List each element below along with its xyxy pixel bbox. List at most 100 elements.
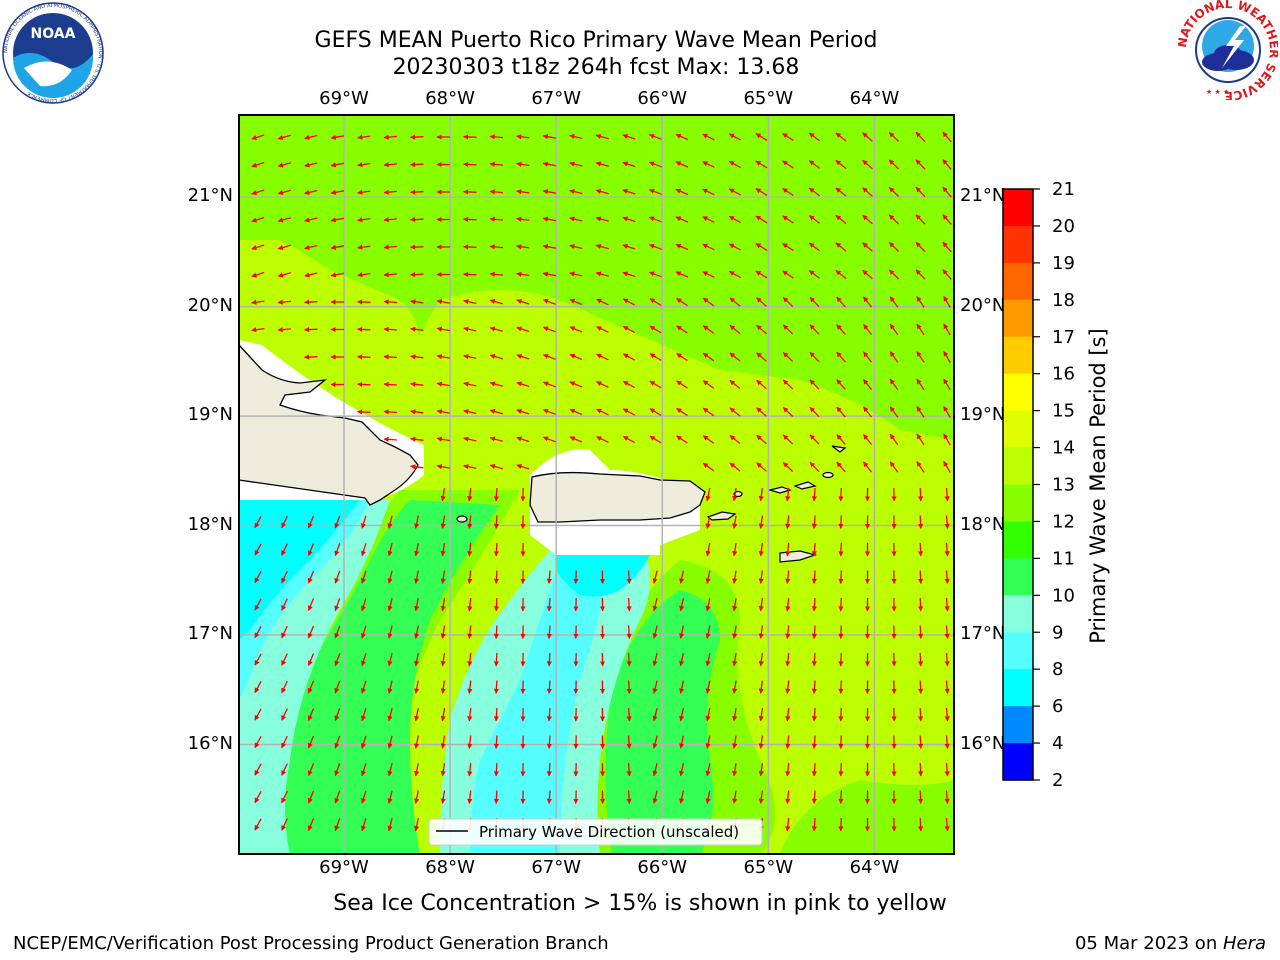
wave-direction-arrow (676, 352, 688, 362)
wave-direction-arrow (675, 216, 689, 223)
land-anegada (822, 471, 834, 479)
wave-direction-arrow (440, 762, 446, 777)
wave-direction-arrow (811, 570, 817, 585)
wave-direction-arrow (440, 625, 446, 639)
wave-direction-arrow (782, 215, 794, 224)
wave-direction-arrow (675, 161, 689, 168)
wave-direction-arrow (755, 188, 768, 196)
wave-direction-arrow (758, 488, 764, 502)
wave-direction-arrow (811, 652, 817, 667)
wave-direction-arrow (516, 408, 530, 415)
wave-direction-arrow (811, 707, 817, 722)
wave-direction-arrow (889, 433, 899, 446)
wave-direction-arrow (917, 707, 924, 722)
wave-direction-arrow (493, 570, 499, 585)
wave-direction-arrow (467, 707, 473, 722)
wave-direction-arrow (917, 515, 924, 530)
colorbar-tick-label: 11 (1052, 548, 1075, 569)
wave-direction-arrow (383, 409, 398, 415)
wave-direction-arrow (595, 244, 609, 250)
wave-direction-arrow (360, 653, 367, 667)
wave-direction-arrow (785, 487, 791, 502)
wave-direction-arrow (277, 244, 291, 250)
wave-direction-arrow (758, 763, 764, 777)
wave-direction-arrow (915, 269, 926, 280)
wave-direction-arrow (334, 763, 341, 777)
wave-direction-arrow (251, 161, 265, 168)
wave-direction-arrow (596, 408, 609, 416)
wave-direction-arrow (546, 790, 552, 805)
wave-direction-arrow (516, 216, 530, 222)
period-band-10-11-west (239, 500, 390, 854)
wave-direction-arrow (702, 216, 715, 223)
wave-direction-arrow (835, 132, 847, 142)
wave-direction-arrow (542, 134, 557, 140)
wave-direction-arrow (569, 436, 583, 443)
wave-direction-arrow (440, 707, 446, 722)
wave-direction-arrow (622, 298, 636, 306)
wave-direction-arrow (888, 242, 900, 252)
lat-tick-label-right: 16°N (960, 732, 1006, 754)
colorbar-swatch (1003, 262, 1033, 301)
wave-direction-arrow (440, 542, 446, 557)
wave-direction-arrow (330, 189, 345, 195)
wave-direction-arrow (811, 597, 817, 612)
wave-direction-arrow (782, 132, 794, 142)
wave-direction-arrow (303, 326, 318, 333)
lon-tick-label-top: 65°W (743, 88, 794, 109)
wave-direction-arrow (729, 434, 741, 445)
wave-direction-arrow (546, 762, 552, 777)
wave-direction-arrow (467, 652, 473, 667)
colorbar-swatch (1003, 225, 1033, 264)
wave-direction-arrow (808, 242, 821, 252)
wave-direction-arrow (732, 762, 738, 777)
wave-direction-arrow (862, 269, 873, 280)
legend-label: Primary Wave Direction (unscaled) (479, 823, 739, 841)
colorbar-swatch (1003, 484, 1033, 523)
wave-direction-arrow (387, 570, 393, 584)
colorbar-tick-label: 20 (1052, 216, 1075, 237)
wave-direction-arrow (626, 597, 632, 612)
wave-direction-arrow (785, 817, 791, 832)
lat-tick-label-right: 17°N (960, 623, 1006, 645)
land-puerto-rico (529, 471, 706, 523)
colorbar-tick-label: 2 (1052, 770, 1063, 791)
wave-direction-arrow (414, 570, 420, 584)
wave-direction-arrow (917, 625, 924, 640)
wave-direction-arrow (755, 133, 768, 141)
wave-direction-arrow (254, 680, 262, 694)
lon-tick-label-bottom: 67°W (531, 857, 582, 878)
wave-direction-arrow (542, 161, 557, 167)
colorbar-swatch (1003, 558, 1033, 596)
wave-direction-arrow (493, 707, 499, 722)
wave-direction-arrow (281, 625, 288, 639)
wave-direction-arrow (334, 790, 341, 804)
wave-direction-arrow (785, 597, 791, 612)
wave-direction-arrow (409, 216, 424, 223)
colorbar: 21 20 19 18 17 16 15 14 13 12 11 10 9 8 6 4 2 (1002, 179, 1075, 791)
wave-direction-arrow (436, 436, 451, 442)
wave-direction-arrow (595, 134, 609, 140)
wave-direction-arrow (360, 598, 367, 612)
wave-direction-arrow (307, 708, 315, 721)
wave-direction-arrow (387, 763, 393, 777)
wave-direction-arrow (649, 325, 662, 334)
wave-direction-arrow (360, 625, 367, 639)
wave-direction-arrow (463, 354, 477, 360)
wave-direction-arrow (648, 216, 662, 223)
wave-direction-arrow (917, 570, 924, 585)
wave-direction-arrow (409, 161, 424, 168)
wave-direction-arrow (756, 434, 767, 445)
lon-tick-label-top: 69°W (319, 88, 369, 109)
wave-direction-arrow (463, 326, 477, 332)
wave-direction-arrow (702, 133, 715, 141)
wave-direction-arrow (414, 597, 420, 612)
wave-direction-arrow (357, 217, 371, 223)
wave-direction-arrow (676, 325, 688, 334)
wave-direction-arrow (440, 597, 446, 612)
colorbar-swatch (1003, 706, 1033, 744)
colorbar-swatch (1003, 299, 1033, 338)
wave-direction-arrow (414, 625, 420, 639)
wave-direction-arrow (862, 378, 873, 391)
wave-direction-arrow (334, 680, 341, 694)
